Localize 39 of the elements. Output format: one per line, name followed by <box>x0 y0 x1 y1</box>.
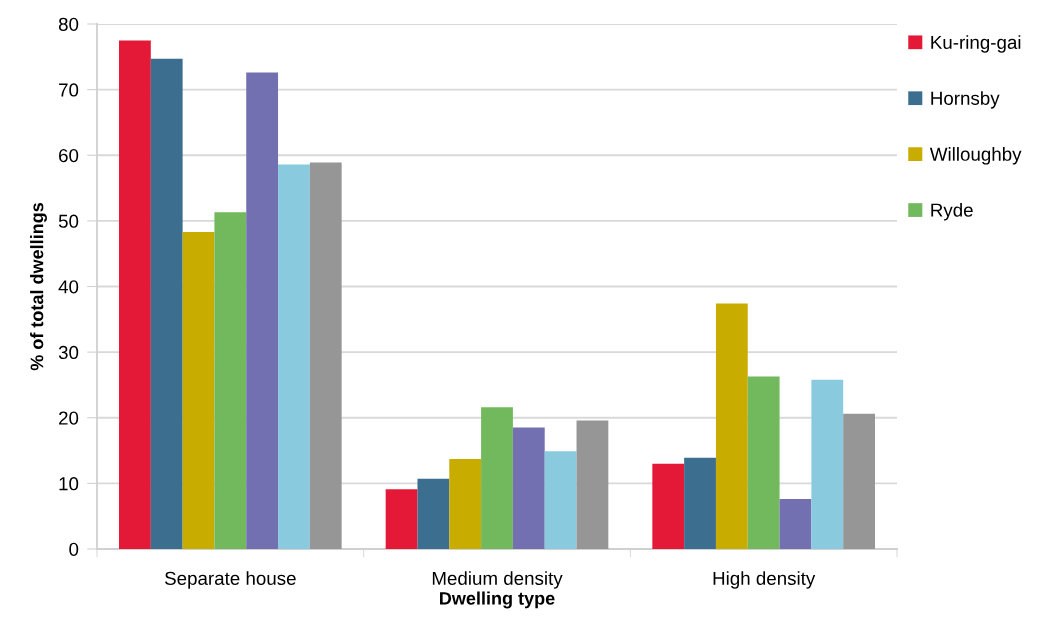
legend-label: Ryde <box>931 203 973 221</box>
y-axis-title: % of total dwellings <box>30 202 47 371</box>
bar <box>449 459 482 549</box>
bar <box>715 303 748 549</box>
bar <box>652 463 685 549</box>
bar <box>182 232 215 549</box>
legend-label: Ku-ring-gai <box>931 35 1021 53</box>
y-tick-label: 70 <box>59 83 79 97</box>
bar <box>684 457 716 549</box>
bar <box>150 58 183 549</box>
legend-label: Hornsby <box>931 91 1000 109</box>
y-tick-label: 50 <box>58 214 79 228</box>
y-tick-label: 20 <box>59 411 79 425</box>
bar <box>481 407 513 549</box>
bar <box>811 379 844 549</box>
x-tick-label: Separate house <box>164 571 296 589</box>
bar <box>544 451 577 549</box>
x-tick-label: Medium density <box>432 571 563 589</box>
bar <box>309 162 342 549</box>
x-axis-title: Dwelling type <box>440 591 555 609</box>
y-tick-label: 0 <box>69 542 79 556</box>
bar <box>417 478 450 549</box>
y-tick-label: 30 <box>58 345 79 360</box>
bar <box>246 72 279 549</box>
bar <box>843 413 875 549</box>
bar <box>385 489 418 549</box>
y-tick-label: 60 <box>59 148 79 163</box>
bar <box>512 427 545 549</box>
legend-label: Willoughby <box>929 147 1022 165</box>
x-tick-label: High density <box>713 571 816 589</box>
bar <box>119 40 151 549</box>
y-tick-label: 40 <box>58 280 79 294</box>
bar <box>576 420 609 549</box>
y-tick-label: 80 <box>58 17 79 31</box>
y-tick-label: 10 <box>59 477 79 491</box>
bar <box>747 376 780 549</box>
bar <box>779 499 812 549</box>
bar <box>278 164 310 549</box>
bar <box>214 212 247 549</box>
